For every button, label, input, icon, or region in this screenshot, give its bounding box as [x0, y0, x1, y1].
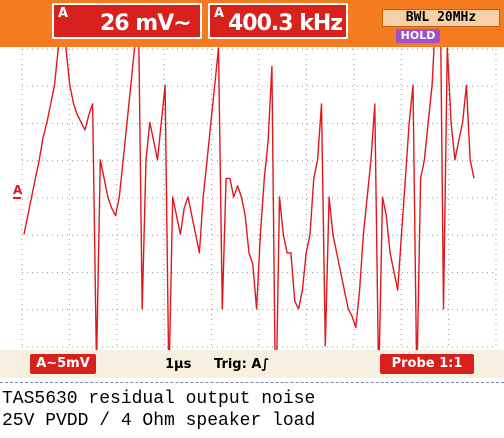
- bandwidth-limit-indicator: BWL 20MHz: [382, 9, 500, 27]
- trigger-setting: Trig: A∫: [214, 357, 270, 372]
- measurement-header: A 26 mV~ A 400.3 kHz BWL 20MHz HOLD: [0, 0, 504, 47]
- channel-label: A: [58, 6, 69, 21]
- caption-line-1: TAS5630 residual output noise: [2, 389, 316, 409]
- oscilloscope-screen: A 26 mV~ A 400.3 kHz BWL 20MHz HOLD A A∼…: [0, 0, 504, 378]
- noise-trace: [23, 47, 475, 350]
- waveform-plot: A: [0, 47, 504, 350]
- time-per-div: 1µs: [165, 357, 192, 372]
- probe-setting: Probe 1:1: [380, 354, 474, 374]
- caption-line-2: 25V PVDD / 4 Ohm speaker load: [2, 411, 316, 431]
- volts-per-div: A∼5mV: [30, 354, 96, 374]
- amplitude-value: 26 mV~: [100, 11, 192, 36]
- status-bar: A∼5mV 1µs Trig: A∫ Probe 1:1: [0, 350, 504, 378]
- channel-label: A: [214, 6, 225, 21]
- channel-a-marker: A: [13, 183, 23, 197]
- caption-divider: [0, 382, 504, 383]
- amplitude-readout: A 26 mV~: [52, 3, 202, 39]
- waveform-graticule: A: [13, 47, 497, 350]
- hold-badge: HOLD: [396, 29, 440, 43]
- bandwidth-limit-label: BWL 20MHz: [405, 10, 477, 25]
- frequency-readout: A 400.3 kHz: [208, 3, 348, 39]
- caption: TAS5630 residual output noise 25V PVDD / …: [2, 388, 315, 432]
- frequency-value: 400.3 kHz: [228, 11, 343, 36]
